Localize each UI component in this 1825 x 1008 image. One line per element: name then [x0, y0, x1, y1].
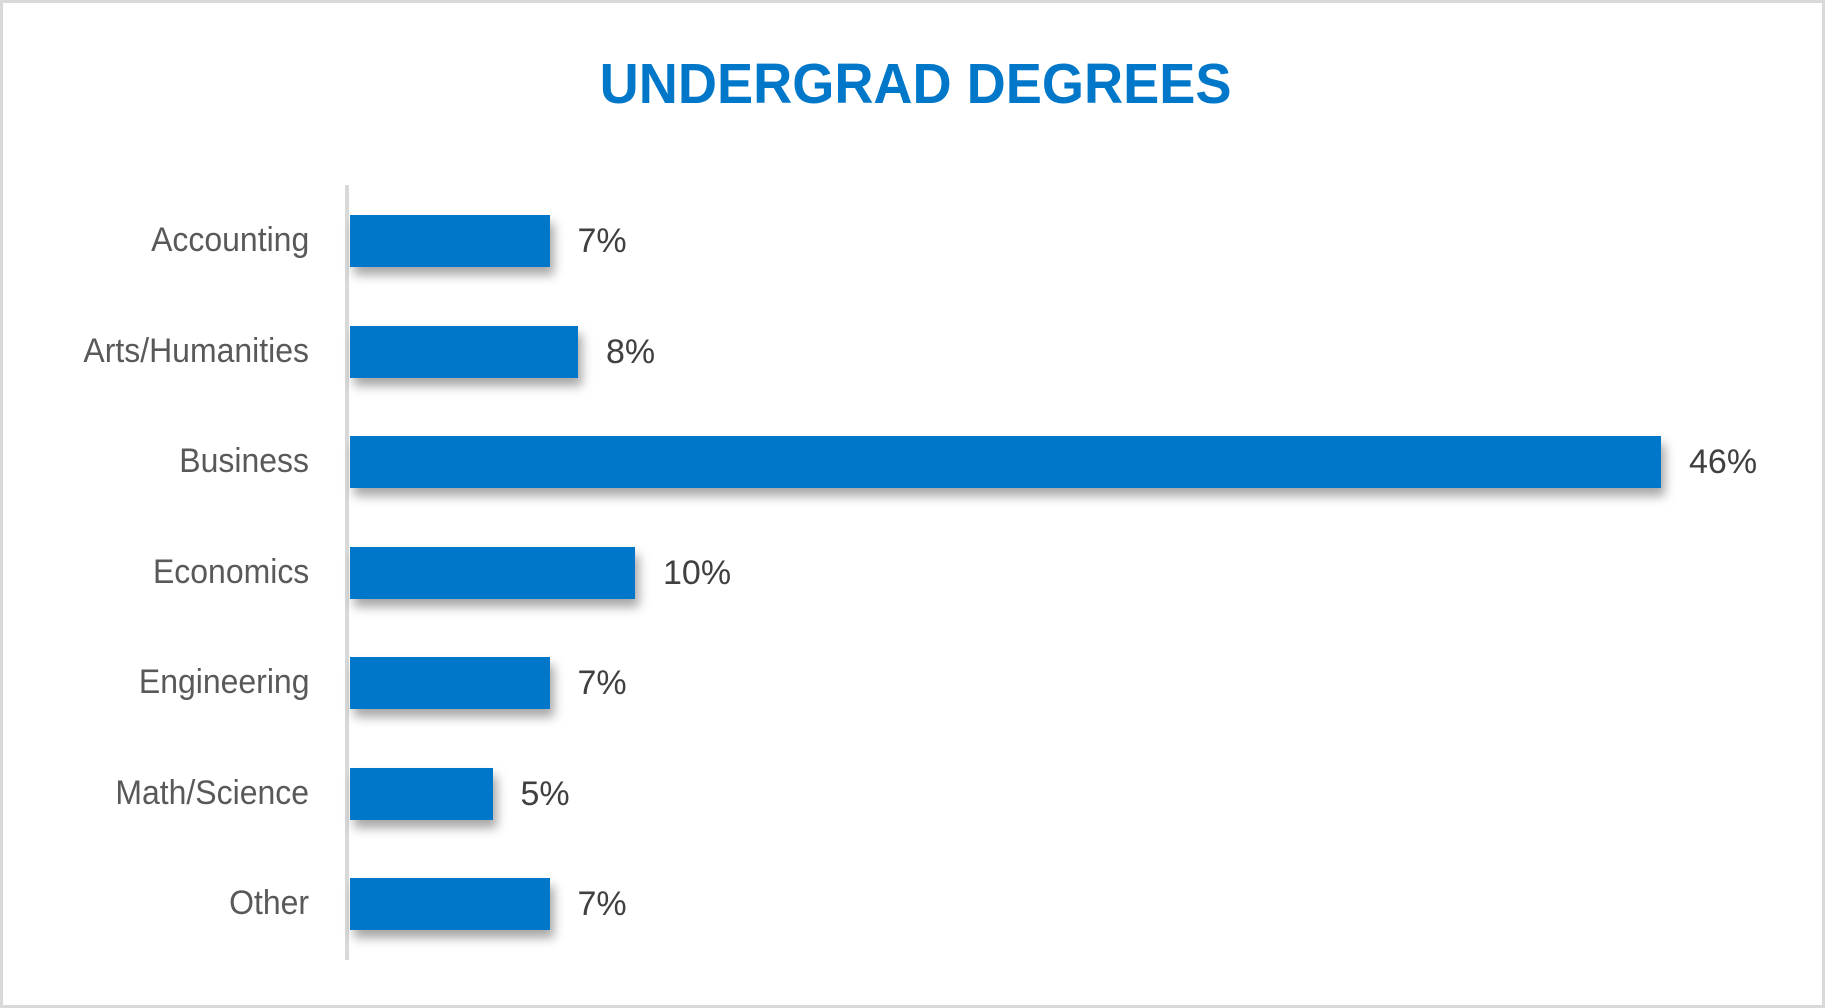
- value-label: 8%: [606, 332, 656, 371]
- value-label: 10%: [663, 553, 732, 592]
- plot-area: Accounting 7% Arts/Humanities 8% Busines…: [3, 185, 1825, 960]
- bar-row: Engineering 7%: [3, 627, 1825, 738]
- category-axis-line: [345, 185, 349, 960]
- bar[interactable]: [350, 325, 578, 378]
- bar-row: Accounting 7%: [3, 185, 1825, 296]
- bar-row: Business 46%: [3, 406, 1825, 517]
- value-label: 46%: [1689, 443, 1758, 481]
- category-label: Accounting: [150, 221, 309, 259]
- bar-row: Math/Science 5%: [3, 738, 1825, 849]
- value-label: 7%: [577, 885, 627, 923]
- bar-row: Other 7%: [3, 848, 1825, 959]
- category-label: Arts/Humanities: [83, 331, 309, 370]
- bar[interactable]: [350, 546, 635, 599]
- bar[interactable]: [350, 767, 493, 820]
- category-label: Engineering: [138, 663, 309, 701]
- value-label: 7%: [577, 222, 627, 260]
- category-label: Business: [179, 442, 309, 480]
- bar[interactable]: [350, 657, 550, 709]
- value-label: 7%: [577, 664, 627, 702]
- category-label: Other: [229, 884, 309, 922]
- bar[interactable]: [350, 215, 550, 267]
- bar-row: Economics 10%: [3, 517, 1825, 628]
- category-label: Math/Science: [115, 773, 309, 812]
- bar[interactable]: [350, 436, 1661, 488]
- value-label: 5%: [520, 774, 570, 813]
- bar[interactable]: [350, 878, 550, 930]
- category-label: Economics: [152, 552, 309, 591]
- bar-row: Arts/Humanities 8%: [3, 296, 1825, 407]
- chart-title: UNDERGRAD DEGREES: [599, 52, 1232, 116]
